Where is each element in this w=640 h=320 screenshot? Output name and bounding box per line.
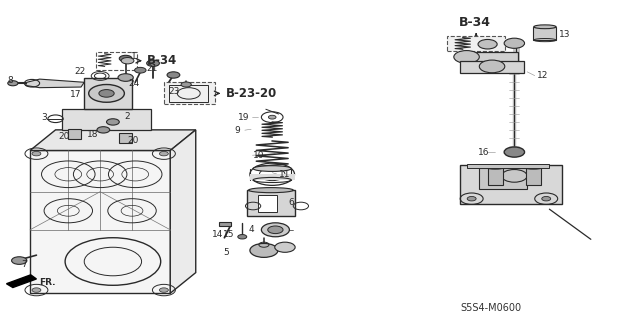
Bar <box>246 190 294 215</box>
Text: B-23-20: B-23-20 <box>226 87 277 100</box>
Circle shape <box>32 151 41 156</box>
Circle shape <box>147 60 159 67</box>
Bar <box>84 77 132 109</box>
Circle shape <box>268 115 276 119</box>
Circle shape <box>467 196 476 201</box>
Circle shape <box>8 81 18 86</box>
Text: B-34: B-34 <box>459 15 491 28</box>
Circle shape <box>32 288 41 292</box>
Text: 6: 6 <box>288 198 294 207</box>
Ellipse shape <box>526 167 541 169</box>
Circle shape <box>478 39 497 49</box>
Text: 18: 18 <box>88 130 99 139</box>
Bar <box>460 165 562 204</box>
Bar <box>488 168 503 185</box>
Text: 5: 5 <box>223 248 229 257</box>
Text: 3: 3 <box>41 113 47 122</box>
Text: 21: 21 <box>147 63 158 73</box>
Bar <box>119 133 132 143</box>
Text: B-34: B-34 <box>147 54 177 67</box>
Bar <box>220 222 231 226</box>
Text: FR.: FR. <box>40 278 56 287</box>
Circle shape <box>134 68 146 73</box>
Circle shape <box>99 90 114 97</box>
Text: 24: 24 <box>129 79 140 88</box>
Text: 20: 20 <box>59 132 70 141</box>
Circle shape <box>89 84 124 102</box>
Circle shape <box>268 226 283 234</box>
Bar <box>96 52 137 69</box>
Ellipse shape <box>248 188 293 193</box>
Text: 12: 12 <box>537 71 548 80</box>
Circle shape <box>12 257 27 264</box>
Text: 17: 17 <box>70 91 82 100</box>
Circle shape <box>118 74 133 81</box>
Ellipse shape <box>253 166 291 172</box>
Circle shape <box>167 72 180 78</box>
Ellipse shape <box>488 167 503 169</box>
Circle shape <box>541 196 550 201</box>
Circle shape <box>106 119 119 125</box>
Circle shape <box>181 82 191 87</box>
Bar <box>257 195 276 212</box>
Bar <box>250 174 294 180</box>
Circle shape <box>159 151 168 156</box>
Text: 20: 20 <box>127 136 139 145</box>
Circle shape <box>479 60 505 73</box>
Polygon shape <box>170 130 196 293</box>
Circle shape <box>238 235 246 239</box>
Circle shape <box>504 38 525 48</box>
Text: 15: 15 <box>223 230 235 239</box>
Bar <box>534 27 556 40</box>
Bar <box>526 168 541 185</box>
Circle shape <box>119 55 132 62</box>
Ellipse shape <box>534 25 556 29</box>
Text: 8: 8 <box>8 76 13 84</box>
Text: 11: 11 <box>278 170 290 179</box>
Circle shape <box>97 127 109 133</box>
Bar <box>68 129 81 139</box>
Bar <box>164 82 215 105</box>
Circle shape <box>159 288 168 292</box>
Polygon shape <box>30 130 196 150</box>
Bar <box>169 84 209 102</box>
Text: 23: 23 <box>168 87 180 96</box>
Text: 1: 1 <box>131 52 136 61</box>
Text: 2: 2 <box>124 112 130 121</box>
Text: 13: 13 <box>559 30 570 39</box>
Bar <box>460 52 518 62</box>
Circle shape <box>261 223 289 237</box>
Text: 7: 7 <box>21 260 27 268</box>
Polygon shape <box>6 275 36 288</box>
Bar <box>467 164 549 168</box>
Text: 10: 10 <box>253 151 264 160</box>
Circle shape <box>454 51 479 63</box>
Text: 16: 16 <box>478 148 490 157</box>
Polygon shape <box>26 79 84 88</box>
Text: 4: 4 <box>248 225 254 234</box>
Text: 19: 19 <box>239 113 250 122</box>
Bar <box>460 61 524 73</box>
Circle shape <box>504 147 525 157</box>
Text: 14: 14 <box>212 230 223 239</box>
Polygon shape <box>30 150 170 293</box>
Text: 22: 22 <box>75 67 86 76</box>
Text: S5S4-M0600: S5S4-M0600 <box>460 303 522 314</box>
Bar <box>447 36 505 51</box>
Bar <box>62 109 151 130</box>
Circle shape <box>121 58 134 64</box>
Bar <box>479 168 527 188</box>
Text: 9: 9 <box>234 126 240 135</box>
Circle shape <box>275 242 295 252</box>
Circle shape <box>250 244 278 257</box>
